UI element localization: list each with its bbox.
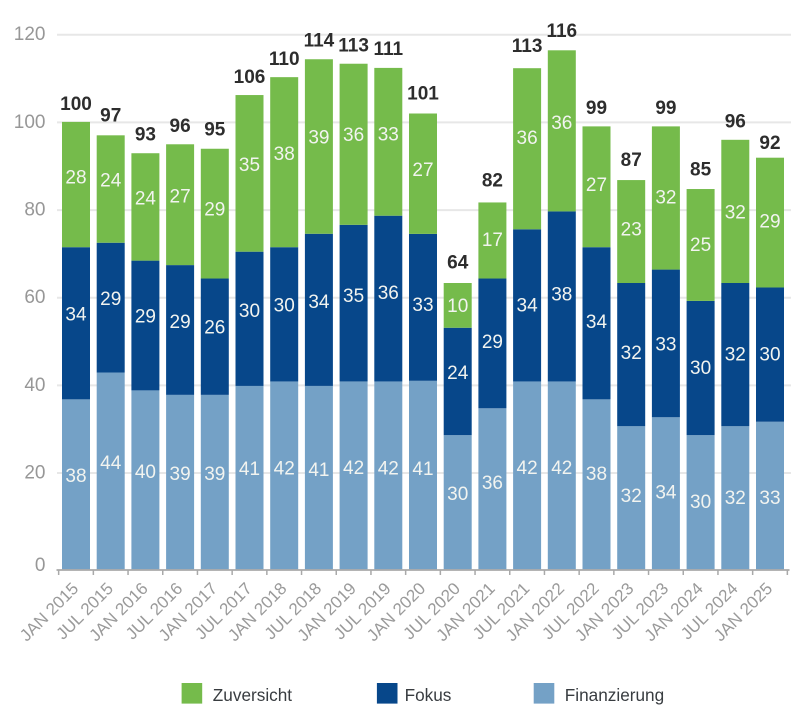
svg-text:26: 26	[204, 318, 225, 339]
svg-text:35: 35	[343, 286, 364, 307]
svg-text:39: 39	[170, 464, 191, 485]
svg-text:80: 80	[24, 200, 45, 221]
svg-text:27: 27	[412, 160, 433, 181]
svg-text:41: 41	[412, 459, 433, 480]
svg-text:92: 92	[759, 133, 780, 154]
svg-text:29: 29	[482, 332, 503, 353]
svg-text:99: 99	[586, 98, 607, 119]
svg-text:30: 30	[239, 301, 260, 322]
svg-text:42: 42	[343, 458, 364, 479]
svg-text:29: 29	[759, 212, 780, 233]
svg-text:32: 32	[725, 488, 746, 509]
svg-text:40: 40	[135, 462, 156, 483]
svg-text:24: 24	[135, 188, 157, 209]
svg-text:120: 120	[14, 24, 46, 45]
svg-text:93: 93	[135, 125, 156, 146]
svg-text:20: 20	[24, 463, 45, 484]
svg-text:30: 30	[759, 344, 780, 365]
svg-text:42: 42	[517, 458, 538, 479]
svg-text:41: 41	[239, 459, 260, 480]
svg-text:33: 33	[655, 334, 676, 355]
svg-text:36: 36	[517, 128, 538, 149]
svg-text:29: 29	[100, 289, 121, 310]
svg-text:114: 114	[304, 30, 335, 51]
svg-text:60: 60	[24, 287, 45, 308]
svg-text:38: 38	[65, 466, 86, 487]
svg-text:64: 64	[447, 253, 469, 274]
svg-text:30: 30	[690, 492, 711, 513]
svg-text:29: 29	[135, 307, 156, 328]
svg-text:38: 38	[586, 464, 607, 485]
svg-text:Zuversicht: Zuversicht	[213, 685, 292, 705]
svg-text:Finanzierung: Finanzierung	[565, 685, 664, 705]
svg-text:0: 0	[35, 555, 46, 576]
svg-text:97: 97	[100, 106, 121, 127]
svg-text:27: 27	[170, 187, 191, 208]
svg-text:17: 17	[482, 230, 503, 251]
svg-text:32: 32	[725, 345, 746, 366]
svg-text:100: 100	[60, 94, 92, 115]
svg-text:96: 96	[170, 116, 191, 137]
svg-text:106: 106	[234, 67, 266, 88]
svg-text:34: 34	[308, 292, 330, 313]
svg-text:23: 23	[621, 220, 642, 241]
svg-text:36: 36	[378, 283, 399, 304]
svg-text:33: 33	[412, 295, 433, 316]
svg-text:39: 39	[204, 464, 225, 485]
svg-text:24: 24	[100, 171, 122, 192]
svg-text:34: 34	[586, 312, 608, 333]
svg-text:30: 30	[274, 295, 295, 316]
svg-text:113: 113	[512, 36, 543, 57]
svg-text:36: 36	[343, 125, 364, 146]
svg-text:38: 38	[274, 144, 295, 165]
svg-text:29: 29	[170, 312, 191, 333]
svg-text:32: 32	[725, 203, 746, 224]
svg-text:30: 30	[690, 358, 711, 379]
svg-text:116: 116	[546, 21, 577, 42]
svg-text:110: 110	[269, 49, 300, 70]
svg-text:99: 99	[655, 98, 676, 119]
svg-text:39: 39	[308, 128, 329, 149]
svg-text:32: 32	[621, 343, 642, 364]
svg-text:82: 82	[482, 171, 503, 192]
svg-text:Fokus: Fokus	[405, 685, 452, 705]
svg-text:33: 33	[759, 488, 780, 509]
svg-text:38: 38	[551, 284, 572, 305]
svg-text:25: 25	[690, 235, 711, 256]
svg-text:28: 28	[65, 167, 86, 188]
svg-text:35: 35	[239, 155, 260, 176]
svg-text:10: 10	[447, 296, 468, 317]
svg-text:33: 33	[378, 125, 399, 146]
svg-text:29: 29	[204, 199, 225, 220]
svg-text:27: 27	[586, 175, 607, 196]
svg-text:85: 85	[690, 160, 712, 181]
svg-text:113: 113	[338, 36, 369, 57]
svg-text:36: 36	[551, 113, 572, 134]
svg-text:87: 87	[621, 150, 642, 171]
svg-text:44: 44	[100, 453, 122, 474]
svg-text:36: 36	[482, 473, 503, 494]
svg-text:32: 32	[621, 486, 642, 507]
svg-text:95: 95	[204, 120, 226, 141]
svg-text:42: 42	[274, 458, 295, 479]
svg-text:30: 30	[447, 484, 468, 505]
svg-text:96: 96	[725, 112, 746, 133]
svg-text:101: 101	[407, 84, 439, 105]
svg-text:32: 32	[655, 188, 676, 209]
svg-text:34: 34	[517, 296, 539, 317]
svg-text:42: 42	[378, 458, 399, 479]
svg-text:41: 41	[308, 460, 329, 481]
svg-text:100: 100	[14, 112, 46, 133]
svg-text:24: 24	[447, 363, 469, 384]
svg-text:111: 111	[373, 39, 403, 60]
svg-text:34: 34	[65, 305, 87, 326]
svg-text:34: 34	[655, 483, 677, 504]
svg-text:40: 40	[24, 375, 45, 396]
svg-text:42: 42	[551, 458, 572, 479]
